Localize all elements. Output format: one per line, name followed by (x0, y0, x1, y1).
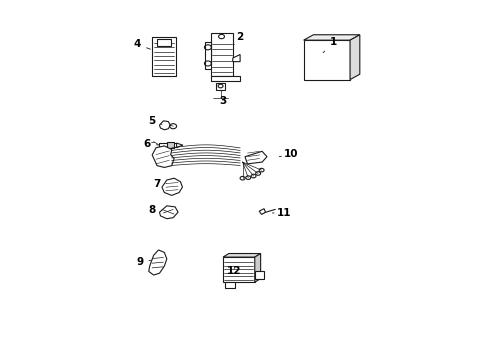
Polygon shape (350, 35, 360, 80)
Polygon shape (259, 209, 266, 215)
Text: 5: 5 (148, 116, 162, 126)
Polygon shape (157, 40, 171, 45)
Polygon shape (245, 151, 267, 164)
Polygon shape (223, 253, 261, 257)
Polygon shape (159, 206, 178, 219)
Text: 8: 8 (148, 206, 162, 216)
Text: 1: 1 (323, 37, 337, 53)
Text: 12: 12 (227, 266, 242, 276)
Text: 3: 3 (220, 96, 227, 106)
Polygon shape (205, 42, 211, 69)
Polygon shape (304, 40, 350, 80)
Text: 7: 7 (153, 179, 167, 189)
Polygon shape (149, 250, 167, 275)
Polygon shape (255, 253, 261, 282)
Polygon shape (176, 143, 183, 147)
Polygon shape (225, 282, 235, 288)
Text: 10: 10 (279, 149, 299, 159)
Polygon shape (159, 121, 170, 130)
Text: 6: 6 (144, 139, 158, 149)
Polygon shape (152, 146, 174, 167)
Polygon shape (159, 143, 176, 147)
Polygon shape (216, 83, 225, 90)
Polygon shape (304, 35, 360, 40)
Polygon shape (152, 37, 175, 76)
Polygon shape (255, 271, 264, 279)
Text: 9: 9 (136, 257, 151, 267)
Polygon shape (211, 33, 233, 76)
Text: 2: 2 (234, 32, 244, 44)
Polygon shape (223, 257, 255, 282)
Polygon shape (233, 54, 240, 62)
Text: 11: 11 (272, 208, 292, 218)
Polygon shape (211, 76, 240, 81)
Polygon shape (167, 142, 174, 148)
Polygon shape (162, 178, 182, 195)
Text: 4: 4 (134, 40, 150, 49)
